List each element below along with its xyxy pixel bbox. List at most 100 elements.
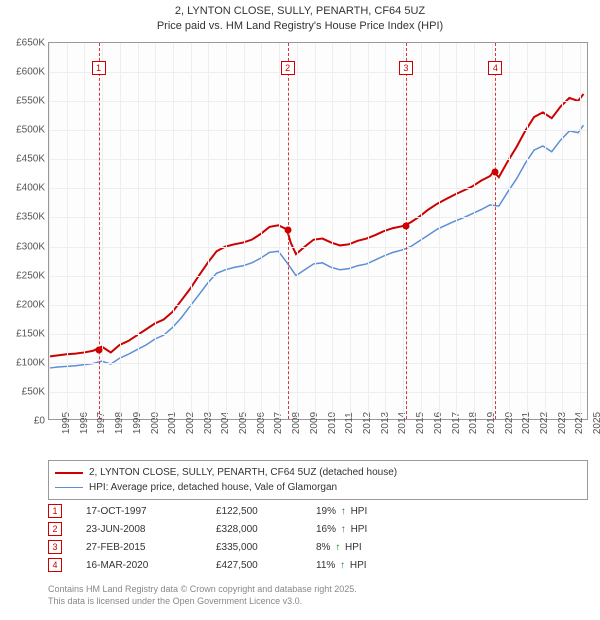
arrow-up-icon: ↑: [338, 506, 349, 517]
marker-badge: 2: [281, 61, 295, 75]
gridline-vertical: [580, 43, 581, 419]
gridline-horizontal: [49, 392, 587, 393]
sales-date: 23-JUN-2008: [86, 524, 216, 535]
arrow-up-icon: ↑: [332, 542, 343, 553]
title-line1: 2, LYNTON CLOSE, SULLY, PENARTH, CF64 5U…: [0, 4, 600, 19]
arrow-up-icon: ↑: [337, 560, 348, 571]
legend-swatch: [55, 487, 83, 488]
chart-legend: 2, LYNTON CLOSE, SULLY, PENARTH, CF64 5U…: [48, 460, 588, 500]
gridline-vertical: [350, 43, 351, 419]
sales-price: £122,500: [216, 506, 316, 517]
sales-table: 117-OCT-1997£122,50019% ↑ HPI223-JUN-200…: [48, 502, 436, 574]
y-axis-tick-label: £150K: [16, 328, 45, 339]
sales-date: 16-MAR-2020: [86, 560, 216, 571]
gridline-horizontal: [49, 363, 587, 364]
gridline-vertical: [155, 43, 156, 419]
gridline-horizontal: [49, 72, 587, 73]
legend-item: HPI: Average price, detached house, Vale…: [55, 480, 581, 495]
legend-label: HPI: Average price, detached house, Vale…: [89, 480, 337, 495]
gridline-vertical: [509, 43, 510, 419]
gridline-vertical: [173, 43, 174, 419]
y-axis-tick-label: £350K: [16, 212, 45, 223]
gridline-horizontal: [49, 159, 587, 160]
gridline-vertical: [226, 43, 227, 419]
marker-line: [406, 43, 407, 419]
marker-badge: 3: [399, 61, 413, 75]
sales-price: £328,000: [216, 524, 316, 535]
legend-label: 2, LYNTON CLOSE, SULLY, PENARTH, CF64 5U…: [89, 465, 397, 480]
sales-delta-pct: 11%: [316, 560, 335, 571]
gridline-vertical: [261, 43, 262, 419]
sales-delta-suffix: HPI: [351, 524, 368, 535]
legend-swatch: [55, 472, 83, 474]
sales-row: 327-FEB-2015£335,0008% ↑ HPI: [48, 538, 436, 556]
gridline-horizontal: [49, 334, 587, 335]
gridline-vertical: [403, 43, 404, 419]
gridline-horizontal: [49, 276, 587, 277]
y-axis-tick-label: £300K: [16, 241, 45, 252]
sales-marker-badge: 3: [48, 540, 62, 554]
gridline-vertical: [332, 43, 333, 419]
footnote-line1: Contains HM Land Registry data © Crown c…: [48, 584, 357, 596]
gridline-vertical: [421, 43, 422, 419]
sales-price: £335,000: [216, 542, 316, 553]
sales-delta-suffix: HPI: [351, 506, 368, 517]
y-axis-tick-label: £400K: [16, 183, 45, 194]
chart-title-block: 2, LYNTON CLOSE, SULLY, PENARTH, CF64 5U…: [0, 0, 600, 35]
sales-row: 1 17-OCT-1997£122,50019% ↑ HPI: [48, 502, 436, 520]
gridline-vertical: [138, 43, 139, 419]
gridline-vertical: [439, 43, 440, 419]
sales-delta-pct: 8%: [316, 542, 330, 553]
gridline-vertical: [562, 43, 563, 419]
sales-marker-badge: 4: [48, 558, 62, 572]
marker-dot: [284, 227, 291, 234]
sales-delta-pct: 16%: [316, 524, 336, 535]
sales-delta-suffix: HPI: [350, 560, 367, 571]
sales-row: 4 16-MAR-2020£427,50011% ↑ HPI: [48, 556, 436, 574]
gridline-horizontal: [49, 305, 587, 306]
marker-badge: 4: [488, 61, 502, 75]
gridline-vertical: [368, 43, 369, 419]
y-axis-tick-label: £550K: [16, 96, 45, 107]
sales-delta-pct: 19%: [316, 506, 336, 517]
marker-dot: [492, 169, 499, 176]
y-axis-tick-label: £600K: [16, 67, 45, 78]
sales-marker-badge: 1: [48, 504, 62, 518]
gridline-vertical: [385, 43, 386, 419]
sales-delta-suffix: HPI: [345, 542, 362, 553]
y-axis-tick-label: £500K: [16, 125, 45, 136]
x-axis-tick-label: 2025: [580, 412, 600, 434]
sales-delta: 16% ↑ HPI: [316, 524, 436, 535]
y-axis-tick-label: £200K: [16, 299, 45, 310]
y-axis-tick-label: £0: [34, 416, 45, 427]
footnote-line2: This data is licensed under the Open Gov…: [48, 596, 357, 608]
gridline-vertical: [84, 43, 85, 419]
gridline-horizontal: [49, 101, 587, 102]
gridline-vertical: [67, 43, 68, 419]
gridline-vertical: [315, 43, 316, 419]
legend-item: 2, LYNTON CLOSE, SULLY, PENARTH, CF64 5U…: [55, 465, 581, 480]
gridline-vertical: [102, 43, 103, 419]
gridline-vertical: [527, 43, 528, 419]
price-chart: £0£50K£100K£150K£200K£250K£300K£350K£400…: [48, 42, 588, 420]
marker-line: [495, 43, 496, 419]
gridline-vertical: [208, 43, 209, 419]
y-axis-tick-label: £250K: [16, 270, 45, 281]
gridline-vertical: [492, 43, 493, 419]
y-axis-tick-label: £50K: [22, 386, 45, 397]
gridline-vertical: [279, 43, 280, 419]
marker-badge: 1: [92, 61, 106, 75]
sales-date: 17-OCT-1997: [86, 506, 216, 517]
gridline-horizontal: [49, 130, 587, 131]
gridline-vertical: [244, 43, 245, 419]
y-axis-tick-label: £650K: [16, 38, 45, 49]
sales-delta: 8% ↑ HPI: [316, 542, 436, 553]
gridline-vertical: [456, 43, 457, 419]
gridline-vertical: [120, 43, 121, 419]
series-line-price_paid: [49, 94, 584, 357]
license-footnote: Contains HM Land Registry data © Crown c…: [48, 584, 357, 607]
marker-line: [99, 43, 100, 419]
gridline-horizontal: [49, 247, 587, 248]
sales-price: £427,500: [216, 560, 316, 571]
arrow-up-icon: ↑: [338, 524, 349, 535]
